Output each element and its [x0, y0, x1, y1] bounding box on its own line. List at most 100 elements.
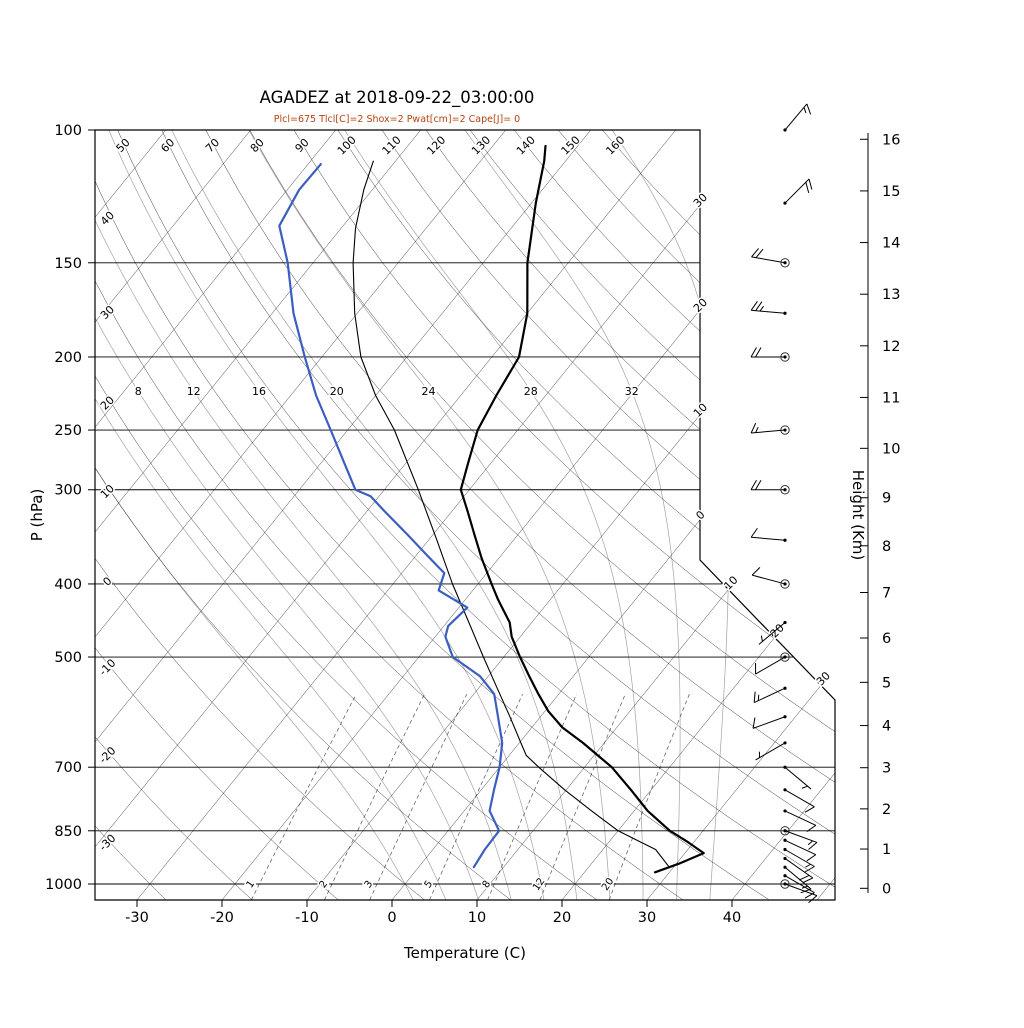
- dry-adiabat-top-label: 70: [203, 136, 222, 155]
- wind-barb: [750, 347, 785, 358]
- station-dot: [783, 686, 787, 690]
- station-dot: [783, 261, 787, 265]
- pressure-tick-label: 100: [54, 123, 82, 139]
- station-dot: [783, 856, 787, 861]
- dry-adiabat-line: [293, 130, 835, 900]
- mixing-ratio-line: [324, 693, 425, 900]
- isotherm-line: [894, 120, 1024, 910]
- dry-adiabat-top-label: 110: [380, 134, 404, 158]
- wind-barb: [784, 830, 818, 850]
- dry-adiabat-top-label: 90: [293, 136, 312, 155]
- isotherm-line: [128, 130, 769, 900]
- dry-adiabat-line: [249, 130, 835, 900]
- dry-adiabat-line: [95, 130, 770, 900]
- station-dot: [783, 882, 787, 886]
- moist-adiabat-label: 16: [252, 385, 266, 398]
- station-dot: [783, 874, 787, 878]
- dry-adiabat-line: [117, 130, 835, 900]
- dry-adiabat-top-label: 130: [469, 134, 493, 158]
- dry-adiabat-left-label: 30: [98, 303, 117, 322]
- isotherm-line: [298, 130, 835, 900]
- height-tick-label: 11: [882, 390, 900, 406]
- station-dot: [783, 809, 787, 813]
- wind-barb: [755, 656, 786, 675]
- isotherm-right-label: 10: [691, 401, 710, 420]
- height-tick-label: 14: [882, 236, 900, 252]
- mixing-ratio-line: [608, 693, 690, 900]
- wind-barb: [784, 839, 817, 862]
- wind-barb: [750, 479, 785, 491]
- temperature-axis-label: Temperature (C): [403, 944, 526, 962]
- temp-tick-label: -30: [125, 910, 149, 926]
- moist-adiabat-label: 12: [187, 385, 201, 398]
- dry-adiabat-left-label: 20: [98, 394, 117, 413]
- mixing-ratio-line: [251, 693, 357, 900]
- axes-group: -30 -20 -10 0 10 20 30 401001502002503004005007…: [45, 123, 900, 926]
- isotherm-right-label: 30: [691, 191, 710, 210]
- isotherm-line: [95, 130, 514, 900]
- wind-barb: [758, 622, 786, 645]
- mandatory-level-circle: [780, 425, 790, 435]
- pressure-tick-label: 500: [54, 650, 82, 666]
- mixing-ratio-line: [487, 693, 577, 900]
- pressure-tick-label: 200: [54, 350, 82, 366]
- wind-barb: [784, 789, 815, 813]
- station-dot: [783, 582, 787, 586]
- chart-title: AGADEZ at 2018-09-22_03:00:00: [260, 88, 535, 108]
- dry-adiabat-line: [558, 130, 835, 900]
- height-tick-label: 1: [882, 842, 891, 858]
- pressure-tick-label: 850: [54, 824, 82, 840]
- station-dot: [783, 655, 787, 659]
- temp-tick-label: 0: [387, 910, 396, 926]
- wind-barb: [750, 527, 786, 541]
- moist-adiabat-label: 20: [330, 385, 344, 398]
- isotherm-line: [723, 130, 835, 900]
- wind-barb: [755, 742, 786, 761]
- moist-adiabat-line: [248, 130, 611, 900]
- dry-adiabat-line: [381, 130, 835, 900]
- station-dot: [783, 128, 787, 132]
- isotherms-group: [0, 120, 1024, 910]
- dry-adiabat-top-label: 150: [559, 134, 583, 158]
- mixing-ratio-label: 2: [318, 879, 331, 891]
- isotherm-line: [553, 130, 835, 900]
- mixing-ratio-line: [429, 693, 523, 900]
- dry-adiabat-line: [95, 130, 598, 900]
- station-dot: [783, 355, 787, 359]
- isotherm-line: [95, 130, 684, 900]
- dry-adiabat-line: [95, 130, 684, 900]
- station-dot: [783, 847, 787, 852]
- height-tick-label: 3: [882, 761, 891, 777]
- height-tick-label: 5: [882, 675, 891, 691]
- dry-adiabat-line: [205, 130, 835, 900]
- isotherm-line: [0, 120, 4, 910]
- dry-adiabats-group: [95, 130, 835, 900]
- dry-adiabat-top-label: 160: [603, 134, 627, 158]
- isotherm-right-label: 20: [768, 621, 787, 640]
- station-dot: [783, 488, 787, 492]
- pressure-tick-label: 1000: [45, 877, 82, 893]
- height-tick-label: 7: [882, 586, 891, 602]
- mandatory-level-circle: [780, 579, 790, 589]
- grid-edge-labels: 50 60 70 80 90 100 110 120 130 140 150 160403020100…: [95, 132, 834, 894]
- mixing-ratio-label: 12: [531, 876, 547, 893]
- height-tick-label: 4: [882, 719, 891, 735]
- station-dot: [783, 311, 787, 315]
- dry-adiabat-top-label: 80: [248, 136, 267, 155]
- height-tick-label: 16: [882, 132, 900, 148]
- height-tick-label: 8: [882, 539, 891, 555]
- height-tick-label: 13: [882, 287, 900, 303]
- params-line: Plcl=675 Tlcl[C]=2 Shox=2 Pwat[cm]=2 Cap…: [274, 114, 520, 125]
- mixing-ratio-label: 3: [363, 879, 376, 891]
- dewpoint-curve: [278, 163, 504, 869]
- station-dot: [783, 829, 787, 833]
- isotherm-line: [95, 130, 599, 900]
- dry-adiabat-line: [95, 130, 425, 900]
- temp-tick-label: 40: [723, 910, 741, 926]
- dry-adiabat-line: [95, 130, 253, 900]
- sounding-curves-group: [278, 144, 705, 874]
- mixing-ratio-line: [369, 693, 468, 900]
- dry-adiabat-line: [514, 130, 835, 900]
- moist-adiabat-label: 28: [524, 385, 538, 398]
